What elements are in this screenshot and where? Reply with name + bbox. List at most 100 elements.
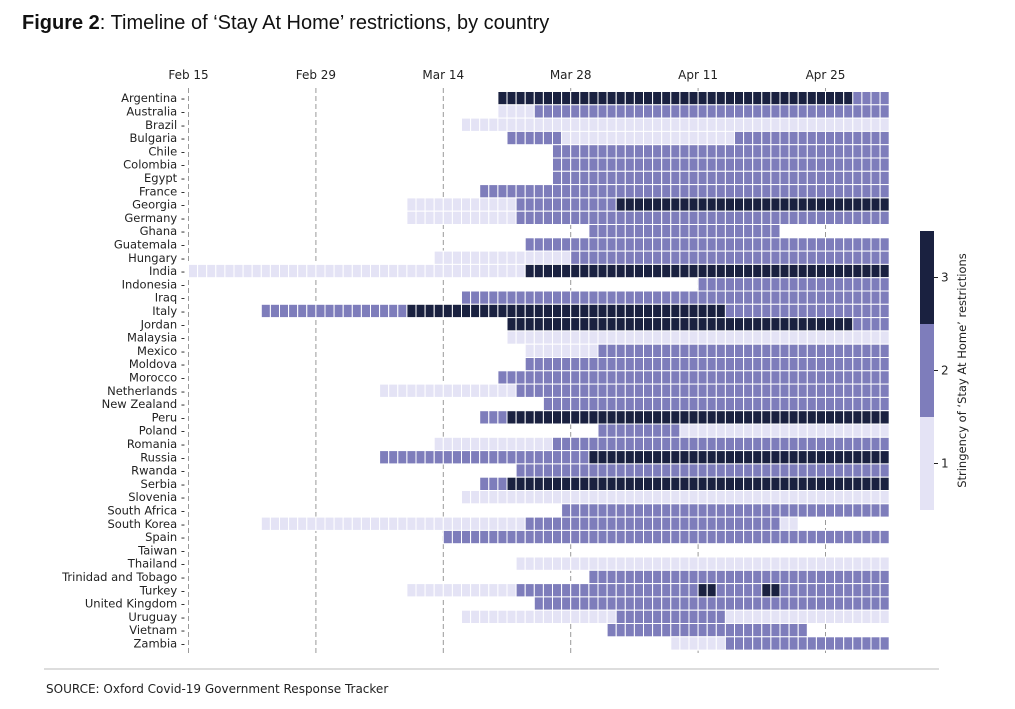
- country-label: Germany -: [124, 211, 185, 225]
- heatmap-cell: [706, 556, 717, 571]
- heatmap-cell: [788, 184, 799, 199]
- heatmap-cell: [724, 476, 736, 492]
- heatmap-cell: [706, 596, 717, 611]
- heatmap-cell: [770, 569, 781, 585]
- heatmap-cell: [743, 117, 754, 132]
- heatmap-cell: [706, 623, 717, 638]
- heatmap-cell: [879, 130, 890, 146]
- heatmap-cell: [652, 529, 663, 545]
- heatmap-cell: [734, 117, 745, 132]
- heatmap-cell: [843, 290, 854, 305]
- country-label: Romania -: [127, 437, 185, 451]
- country-label: South Africa -: [107, 503, 185, 517]
- heatmap-cell: [688, 476, 699, 492]
- heatmap-cell: [652, 410, 663, 425]
- heatmap-cell: [279, 263, 290, 279]
- heatmap-cell: [843, 476, 854, 492]
- heatmap-cell: [825, 490, 836, 505]
- heatmap-cell: [561, 490, 572, 505]
- heatmap-cell: [761, 609, 772, 625]
- heatmap-cell: [542, 210, 554, 225]
- heatmap-cell: [779, 250, 790, 265]
- heatmap-cell: [734, 569, 745, 585]
- heatmap-cell: [588, 157, 599, 172]
- heatmap-cell: [606, 184, 617, 199]
- heatmap-cell: [715, 436, 726, 452]
- heatmap-cell: [515, 317, 526, 332]
- heatmap-cell: [788, 197, 799, 212]
- heatmap-cell: [852, 104, 863, 119]
- heatmap-cell: [542, 396, 554, 412]
- heatmap-cell: [597, 91, 608, 106]
- heatmap-cell: [552, 117, 563, 132]
- heatmap-cell: [652, 490, 663, 505]
- heatmap-cell: [879, 104, 890, 119]
- heatmap-cell: [643, 383, 654, 398]
- heatmap-cell: [870, 277, 881, 292]
- heatmap-cell: [779, 370, 790, 385]
- heatmap-cell: [761, 197, 772, 212]
- heatmap-cell: [679, 104, 690, 119]
- heatmap-cell: [825, 503, 836, 518]
- heatmap-cell: [570, 117, 581, 132]
- heatmap-cell: [306, 263, 317, 279]
- heatmap-cell: [797, 383, 808, 398]
- colorbar-label: Stringency of ‘Stay At Home’ restriction…: [955, 253, 969, 488]
- heatmap-cell: [797, 91, 808, 106]
- heatmap-cell: [461, 290, 472, 305]
- heatmap-cell: [597, 210, 608, 225]
- heatmap-cell: [825, 91, 836, 106]
- heatmap-cell: [797, 237, 808, 252]
- heatmap-cell: [424, 583, 435, 598]
- heatmap-cell: [815, 210, 827, 225]
- heatmap-cell: [542, 583, 554, 598]
- colorbar-tick-label: 2: [941, 364, 949, 378]
- heatmap-cell: [715, 383, 726, 398]
- heatmap-cell: [597, 383, 608, 398]
- heatmap-cell: [606, 237, 617, 252]
- heatmap-cell: [561, 130, 572, 146]
- heatmap-cell: [433, 583, 444, 598]
- heatmap-cell: [706, 529, 717, 545]
- heatmap-cell: [815, 343, 827, 359]
- heatmap-cell: [852, 357, 863, 372]
- heatmap-cell: [688, 370, 699, 385]
- heatmap-cell: [433, 210, 444, 225]
- heatmap-cell: [442, 250, 453, 265]
- heatmap-cell: [588, 250, 599, 265]
- heatmap-cell: [661, 184, 672, 199]
- heatmap-cell: [379, 450, 390, 465]
- heatmap-cell: [861, 210, 872, 225]
- heatmap-cell: [734, 91, 745, 106]
- heatmap-cell: [661, 317, 672, 332]
- heatmap-cell: [825, 383, 836, 398]
- heatmap-cell: [670, 104, 681, 119]
- heatmap-cell: [770, 130, 781, 146]
- colorbar-tick-label: 1: [941, 457, 949, 471]
- heatmap-cell: [724, 184, 736, 199]
- heatmap-cell: [743, 210, 754, 225]
- heatmap-cell: [597, 237, 608, 252]
- heatmap-cell: [433, 450, 444, 465]
- heatmap-cell: [661, 357, 672, 372]
- heatmap-cell: [315, 263, 326, 279]
- heatmap-cell: [579, 463, 590, 478]
- heatmap-cell: [734, 476, 745, 492]
- heatmap-cell: [724, 503, 736, 518]
- heatmap-cell: [770, 636, 781, 651]
- heatmap-cell: [815, 250, 827, 265]
- heatmap-cell: [743, 556, 754, 571]
- heatmap-cell: [661, 157, 672, 172]
- heatmap-cell: [861, 636, 872, 651]
- heatmap-cell: [706, 343, 717, 359]
- heatmap-cell: [597, 516, 608, 531]
- heatmap-cell: [461, 383, 472, 398]
- heatmap-cell: [279, 303, 290, 319]
- heatmap-cell: [734, 224, 745, 239]
- heatmap-cell: [761, 210, 772, 225]
- heatmap-cell: [461, 263, 472, 279]
- heatmap-cell: [624, 370, 635, 385]
- heatmap-cell: [597, 330, 608, 345]
- heatmap-cell: [597, 476, 608, 492]
- heatmap-cell: [724, 91, 736, 106]
